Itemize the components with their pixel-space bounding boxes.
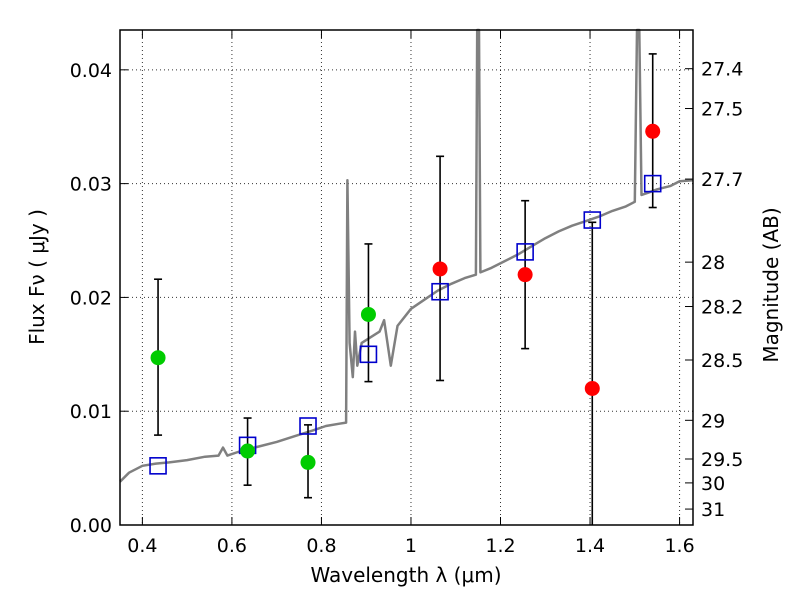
magnitude-tick-label: 27.5 — [701, 99, 743, 121]
model-photometry-square — [299, 417, 317, 435]
magnitude-tick-label: 29 — [701, 410, 725, 432]
y-axis-ticks: 0.00 0.01 0.02 0.03 0.04 — [70, 60, 128, 537]
y-tick-label: 0.03 — [70, 174, 112, 196]
grid-lines — [120, 30, 693, 526]
model-photometry-square — [149, 457, 167, 475]
plot-frame — [119, 29, 694, 526]
model-photometry-square — [583, 211, 602, 229]
y-tick-label: 0.00 — [70, 515, 112, 537]
x-tick-label: 0.4 — [127, 535, 157, 557]
green-data-point — [150, 350, 166, 366]
green-data-point — [360, 306, 376, 322]
x-tick-label: 1 — [405, 535, 417, 557]
model-photometry-square — [516, 243, 534, 261]
red-data-point — [645, 123, 661, 139]
x-axis-title: Wavelength λ (μm) — [310, 563, 501, 587]
markers-layer — [149, 123, 662, 475]
magnitude-tick-label: 29.5 — [701, 449, 743, 471]
magnitude-tick-label: 30 — [701, 473, 725, 495]
x-tick-label: 1.2 — [485, 535, 515, 557]
red-data-point — [584, 380, 600, 396]
model-photometry-square — [431, 282, 449, 301]
model-photometry-square — [359, 345, 378, 364]
magnitude-tick-label: 27.4 — [701, 59, 743, 81]
x-tick-label: 0.6 — [217, 535, 247, 557]
y-axis-title: Flux Fν ( μJy ) — [25, 209, 49, 345]
green-data-point — [240, 443, 256, 459]
magnitude-tick-label: 28 — [701, 252, 725, 274]
right-axis-title: Magnitude (AB) — [759, 207, 783, 362]
x-tick-label: 1.4 — [575, 535, 605, 557]
x-tick-label: 1.6 — [664, 535, 694, 557]
red-data-point — [432, 261, 448, 277]
x-axis-ticks: 0.4 0.6 0.8 1 1.2 1.4 1.6 — [127, 30, 695, 557]
red-data-point — [517, 267, 533, 283]
x-tick-label: 0.8 — [306, 535, 336, 557]
magnitude-tick-label: 27.7 — [701, 169, 743, 191]
green-data-point — [300, 454, 316, 470]
spectrum-line — [119, 28, 694, 483]
y-tick-label: 0.02 — [70, 287, 112, 309]
magnitude-tick-label: 28.2 — [701, 297, 743, 319]
magnitude-axis-ticks: 27.4 27.5 27.7 28 28.2 28.5 29 29.530 31 — [685, 59, 743, 521]
model-photometry-square — [643, 174, 662, 193]
y-tick-label: 0.01 — [70, 401, 112, 423]
model-spectrum-layer — [119, 28, 694, 483]
y-tick-label: 0.04 — [70, 60, 112, 82]
magnitude-tick-label: 31 — [701, 499, 725, 521]
magnitude-tick-label: 28.5 — [701, 350, 743, 372]
